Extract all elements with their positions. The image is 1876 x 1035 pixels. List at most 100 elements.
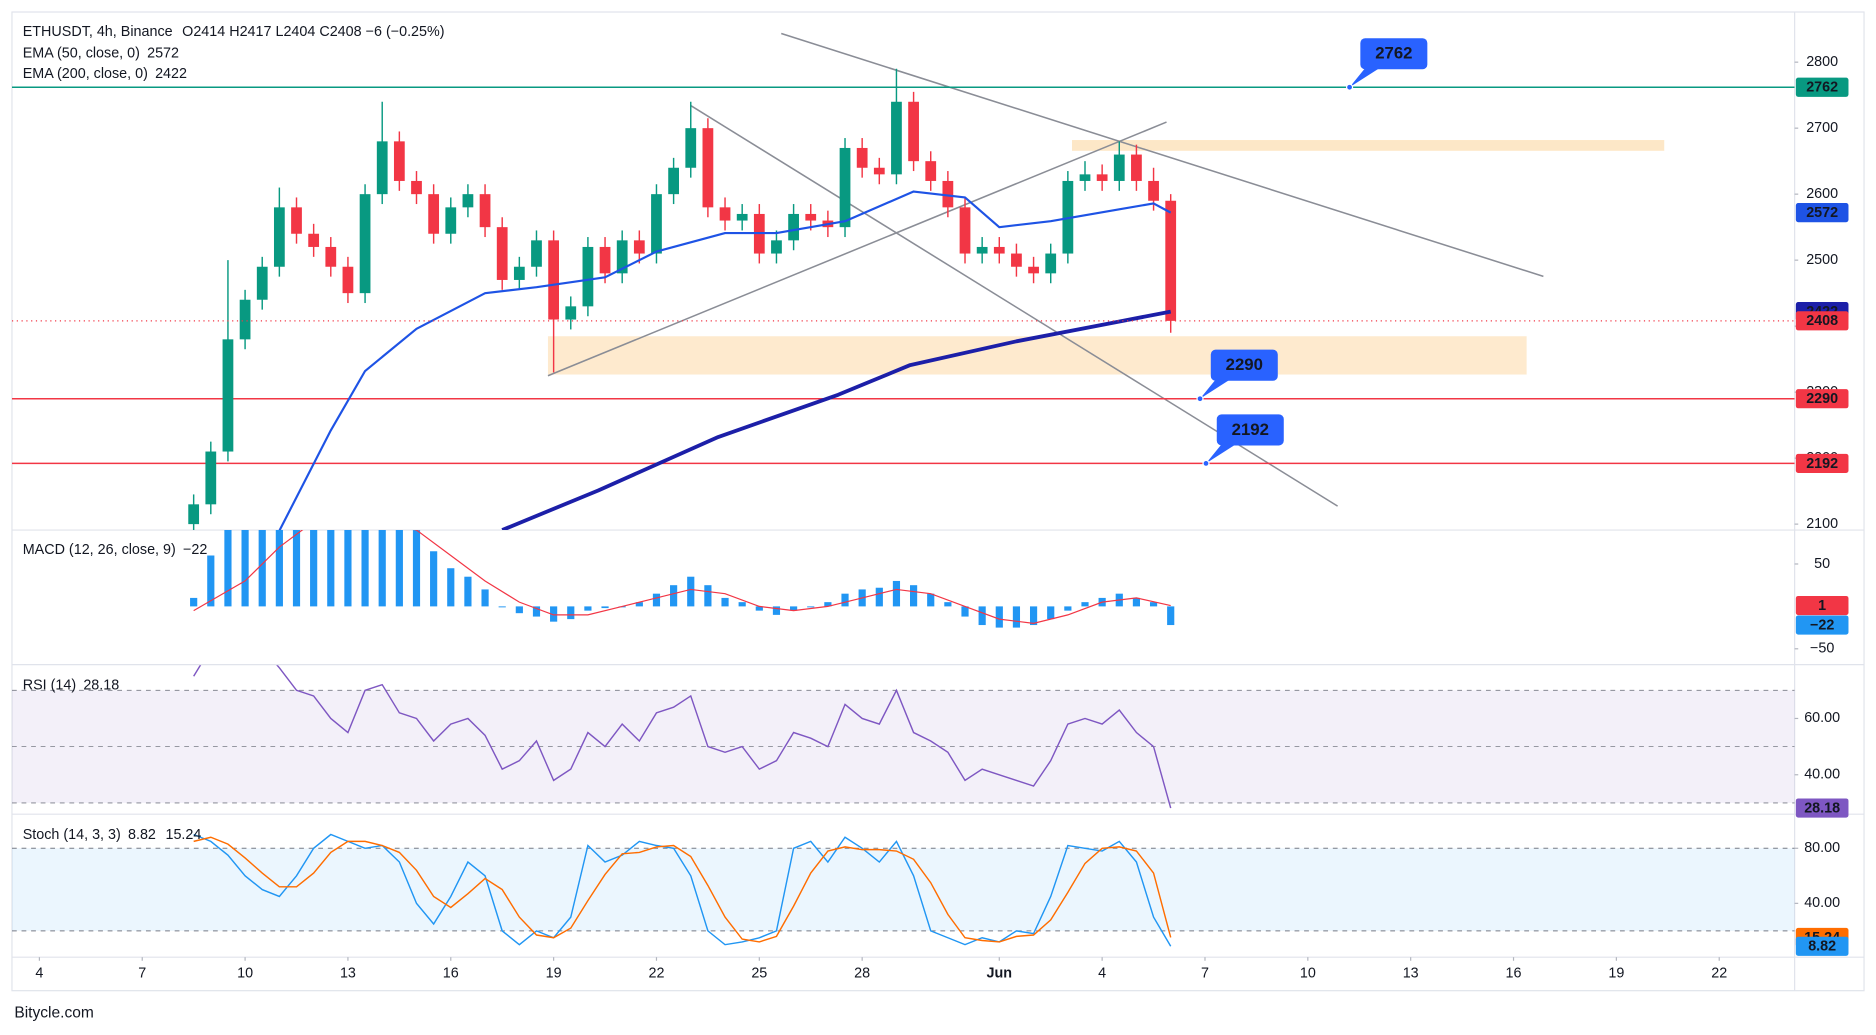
candle-body [616, 240, 628, 274]
callout-label: 2192 [1232, 420, 1269, 439]
candle-body [239, 299, 251, 340]
resistance-zone [1072, 140, 1665, 151]
indicator-line [193, 665, 1172, 809]
candle-body [325, 246, 337, 267]
candle-body [908, 101, 919, 162]
x-tick-label: 28 [854, 966, 870, 982]
candle-body [1079, 174, 1091, 181]
candle-body [805, 213, 817, 221]
candle-body [771, 240, 782, 254]
x-tick-label: 13 [1403, 966, 1419, 982]
y-tick-label: 40.00 [1804, 895, 1840, 911]
callout-pointer [1206, 444, 1236, 464]
y-tick-label: 2600 [1806, 186, 1838, 202]
ema-legend: EMA (200, close, 0) [23, 66, 148, 82]
signal-line [193, 530, 1171, 624]
histogram-bar [550, 606, 558, 622]
candle-body [291, 207, 302, 234]
histogram-bar [241, 530, 249, 607]
histogram-bar [978, 606, 986, 626]
histogram-bar [1132, 597, 1141, 607]
x-tick-label: 19 [546, 966, 562, 982]
candle-body [788, 213, 799, 241]
ema-legend: EMA (50, close, 0) [23, 46, 140, 62]
histogram-bar [755, 606, 763, 611]
candle-body [976, 246, 988, 254]
ema-legend-value: 2422 [155, 66, 187, 82]
candle-body [856, 147, 868, 168]
histogram-bar [395, 530, 403, 607]
candle-body [256, 266, 268, 300]
level-axis-label: 2192 [1806, 456, 1838, 472]
candle-body [479, 194, 491, 228]
histogram-bar [687, 576, 695, 607]
candle-body [513, 266, 525, 280]
histogram-bar [841, 593, 849, 607]
histogram-bar [1047, 606, 1055, 620]
y-tick-label: 60.00 [1804, 710, 1840, 726]
histogram-bar [1029, 606, 1038, 626]
candle-body [993, 246, 1005, 254]
histogram-bar [635, 602, 643, 607]
signal-axis-label-bg [1795, 595, 1849, 616]
macd-axis-label: −22 [1810, 617, 1834, 633]
indicator-panel [11, 833, 1795, 947]
support-zone [547, 336, 1527, 375]
callout-pointer [1349, 68, 1380, 88]
histogram-bar [601, 606, 609, 609]
callout-label: 2290 [1226, 355, 1263, 374]
callout-box [1216, 414, 1284, 446]
panel-title: Stoch (14, 3, 3) [23, 827, 121, 843]
candle-body [308, 233, 320, 247]
candle-body [205, 451, 217, 505]
histogram-bar [670, 585, 678, 607]
symbol-title: ETHUSDT, 4h, Binance [23, 24, 173, 40]
y-tick-label: 2500 [1806, 252, 1838, 268]
candle-body [702, 128, 714, 208]
histogram-bar [1012, 606, 1021, 628]
histogram-bar [875, 587, 883, 607]
candle-body [1011, 253, 1022, 267]
ema-line [278, 190, 1172, 531]
x-tick-label: 22 [648, 966, 664, 982]
candle-body [1028, 266, 1039, 274]
x-tick-label: 4 [35, 966, 43, 982]
x-tick-label: 10 [237, 966, 253, 982]
histogram-bar [772, 606, 781, 615]
histogram-bar [344, 530, 352, 607]
y-tick-label: 2100 [1806, 516, 1838, 532]
candle-body [188, 504, 200, 525]
indicator-axis-label: 28.18 [1804, 800, 1840, 816]
histogram-bar [361, 530, 369, 607]
histogram-bar [464, 576, 472, 607]
candle-body [1131, 154, 1142, 181]
histogram-bar [327, 530, 335, 607]
histogram-bar [1167, 606, 1175, 626]
x-tick-label: 4 [1098, 966, 1106, 982]
histogram-bar [378, 530, 386, 607]
candle-body [1045, 253, 1057, 274]
panel-value: 28.18 [83, 677, 119, 693]
x-tick-label: 22 [1711, 966, 1727, 982]
candle-body [428, 194, 440, 234]
footer: Bitycle.com [14, 1005, 93, 1022]
macd-panel [190, 530, 1175, 628]
indicator-axis-label-bg [1795, 936, 1849, 956]
indicator-axis-label: 8.82 [1808, 939, 1836, 955]
indicator-panel [11, 665, 1795, 809]
histogram-bar [1081, 602, 1089, 607]
panel-title: RSI (14) [23, 677, 76, 693]
candle-body [376, 141, 388, 195]
histogram-bar [738, 602, 746, 607]
callout-label: 2762 [1375, 44, 1412, 63]
candle-body [719, 207, 731, 221]
indicator-axis-label-bg [1795, 798, 1849, 818]
panel-title: MACD (12, 26, close, 9) [23, 542, 176, 558]
histogram-bar [1064, 606, 1072, 611]
price-panel [11, 68, 1795, 531]
histogram-bar [224, 530, 232, 607]
candle-body [1148, 180, 1159, 201]
y-tick-label: 40.00 [1804, 767, 1840, 783]
